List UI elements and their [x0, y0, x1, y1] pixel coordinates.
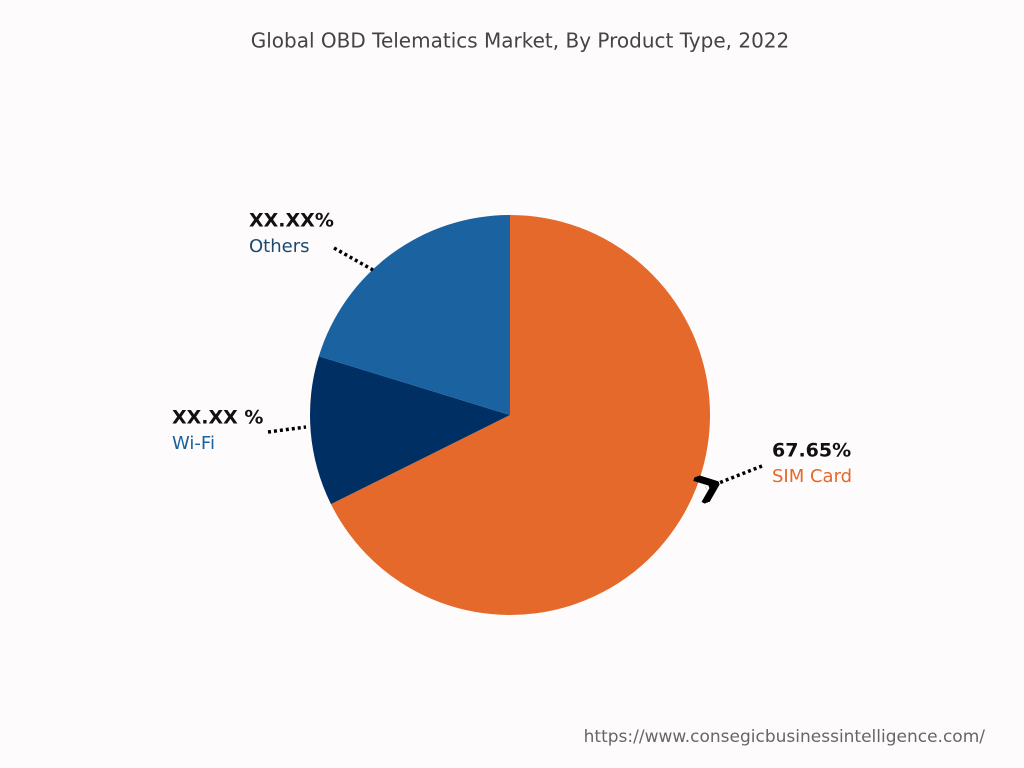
category-label: SIM Card [772, 466, 852, 487]
leader-line [267, 425, 307, 434]
pie-slice [318, 215, 510, 415]
chart-title: Global OBD Telematics Market, By Product… [251, 29, 790, 53]
value-label: 67.65% [772, 440, 851, 462]
pie [310, 215, 710, 615]
value-label: XX.XX % [172, 407, 263, 429]
leader-line [706, 464, 763, 488]
source-url: https://www.consegicbusinessintelligence… [584, 727, 986, 747]
category-label: Others [249, 236, 310, 257]
pie-slice [310, 356, 510, 505]
pie-slice [330, 215, 710, 615]
value-label: XX.XX% [249, 210, 334, 232]
category-label: Wi-Fi [172, 433, 215, 454]
leader-line [333, 246, 374, 272]
